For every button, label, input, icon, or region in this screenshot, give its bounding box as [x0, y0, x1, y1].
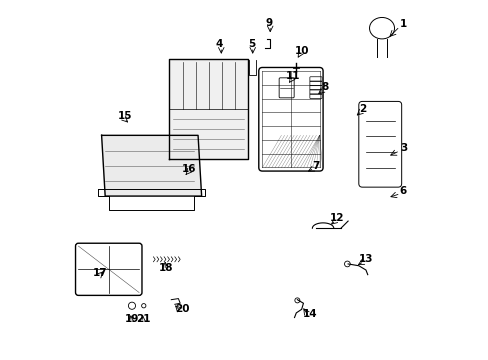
Polygon shape — [102, 135, 201, 196]
Text: 3: 3 — [399, 143, 406, 153]
Text: 20: 20 — [174, 303, 189, 314]
Text: 15: 15 — [117, 111, 132, 121]
Text: 18: 18 — [158, 262, 173, 273]
Text: 9: 9 — [265, 18, 272, 28]
Polygon shape — [169, 59, 247, 158]
Text: 13: 13 — [358, 253, 372, 264]
Text: 8: 8 — [321, 82, 328, 92]
Text: 11: 11 — [285, 71, 299, 81]
Text: 12: 12 — [329, 212, 344, 222]
Text: 21: 21 — [136, 314, 151, 324]
Text: 14: 14 — [303, 309, 317, 319]
Text: 5: 5 — [247, 39, 255, 49]
Text: 10: 10 — [294, 46, 308, 57]
Text: 6: 6 — [399, 186, 406, 196]
Text: 4: 4 — [215, 39, 223, 49]
Text: 17: 17 — [92, 268, 107, 278]
Text: 2: 2 — [358, 104, 365, 113]
Text: 1: 1 — [399, 18, 406, 28]
Text: 19: 19 — [124, 314, 139, 324]
Text: 7: 7 — [312, 161, 319, 171]
Text: 16: 16 — [182, 164, 196, 174]
